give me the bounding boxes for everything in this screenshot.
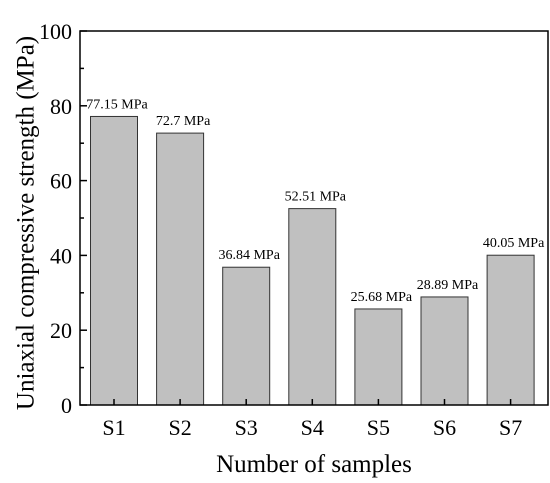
data-label-s4: 52.51 MPa bbox=[285, 190, 347, 205]
y-tick-label-100: 100 bbox=[39, 19, 72, 44]
bar-s1 bbox=[90, 115, 138, 406]
x-tick-label-s6: S6 bbox=[433, 415, 456, 440]
data-label-s2: 72.7 MPa bbox=[156, 114, 211, 129]
y-tick-label-20: 20 bbox=[50, 318, 72, 343]
data-labels: 77.15 MPa 72.7 MPa 36.84 MPa 52.51 MPa 25.68… bbox=[86, 97, 545, 304]
y-axis-ticks: 0 20 40 60 80 100 bbox=[39, 19, 87, 418]
y-tick-label-60: 60 bbox=[50, 169, 72, 194]
x-tick-label-s4: S4 bbox=[301, 415, 324, 440]
y-tick-label-80: 80 bbox=[50, 94, 72, 119]
bars bbox=[90, 115, 535, 406]
bar-s6 bbox=[420, 296, 469, 406]
x-tick-label-s7: S7 bbox=[499, 415, 522, 440]
x-tick-label-s1: S1 bbox=[102, 415, 125, 440]
x-tick-label-s5: S5 bbox=[367, 415, 390, 440]
x-axis-ticks: S1 S2 S3 S4 S5 S6 S7 bbox=[102, 399, 522, 440]
data-label-s7: 40.05 MPa bbox=[483, 236, 545, 251]
data-label-s1: 77.15 MPa bbox=[86, 97, 148, 112]
y-axis-title: Uniaxial compressive strength (MPa) bbox=[13, 36, 40, 410]
y-tick-label-0: 0 bbox=[61, 393, 72, 418]
y-tick-label-40: 40 bbox=[50, 243, 72, 268]
bar-s4 bbox=[288, 208, 337, 406]
bar-s7 bbox=[486, 254, 535, 406]
data-label-s3: 36.84 MPa bbox=[218, 248, 280, 263]
x-tick-label-s2: S2 bbox=[168, 415, 191, 440]
bar-s2 bbox=[156, 132, 205, 406]
x-tick-label-s3: S3 bbox=[235, 415, 258, 440]
x-axis-title: Number of samples bbox=[216, 451, 412, 478]
bar-s3 bbox=[222, 266, 271, 406]
data-label-s5: 25.68 MPa bbox=[351, 290, 413, 305]
bar-s5 bbox=[354, 308, 403, 406]
data-label-s6: 28.89 MPa bbox=[417, 278, 479, 293]
